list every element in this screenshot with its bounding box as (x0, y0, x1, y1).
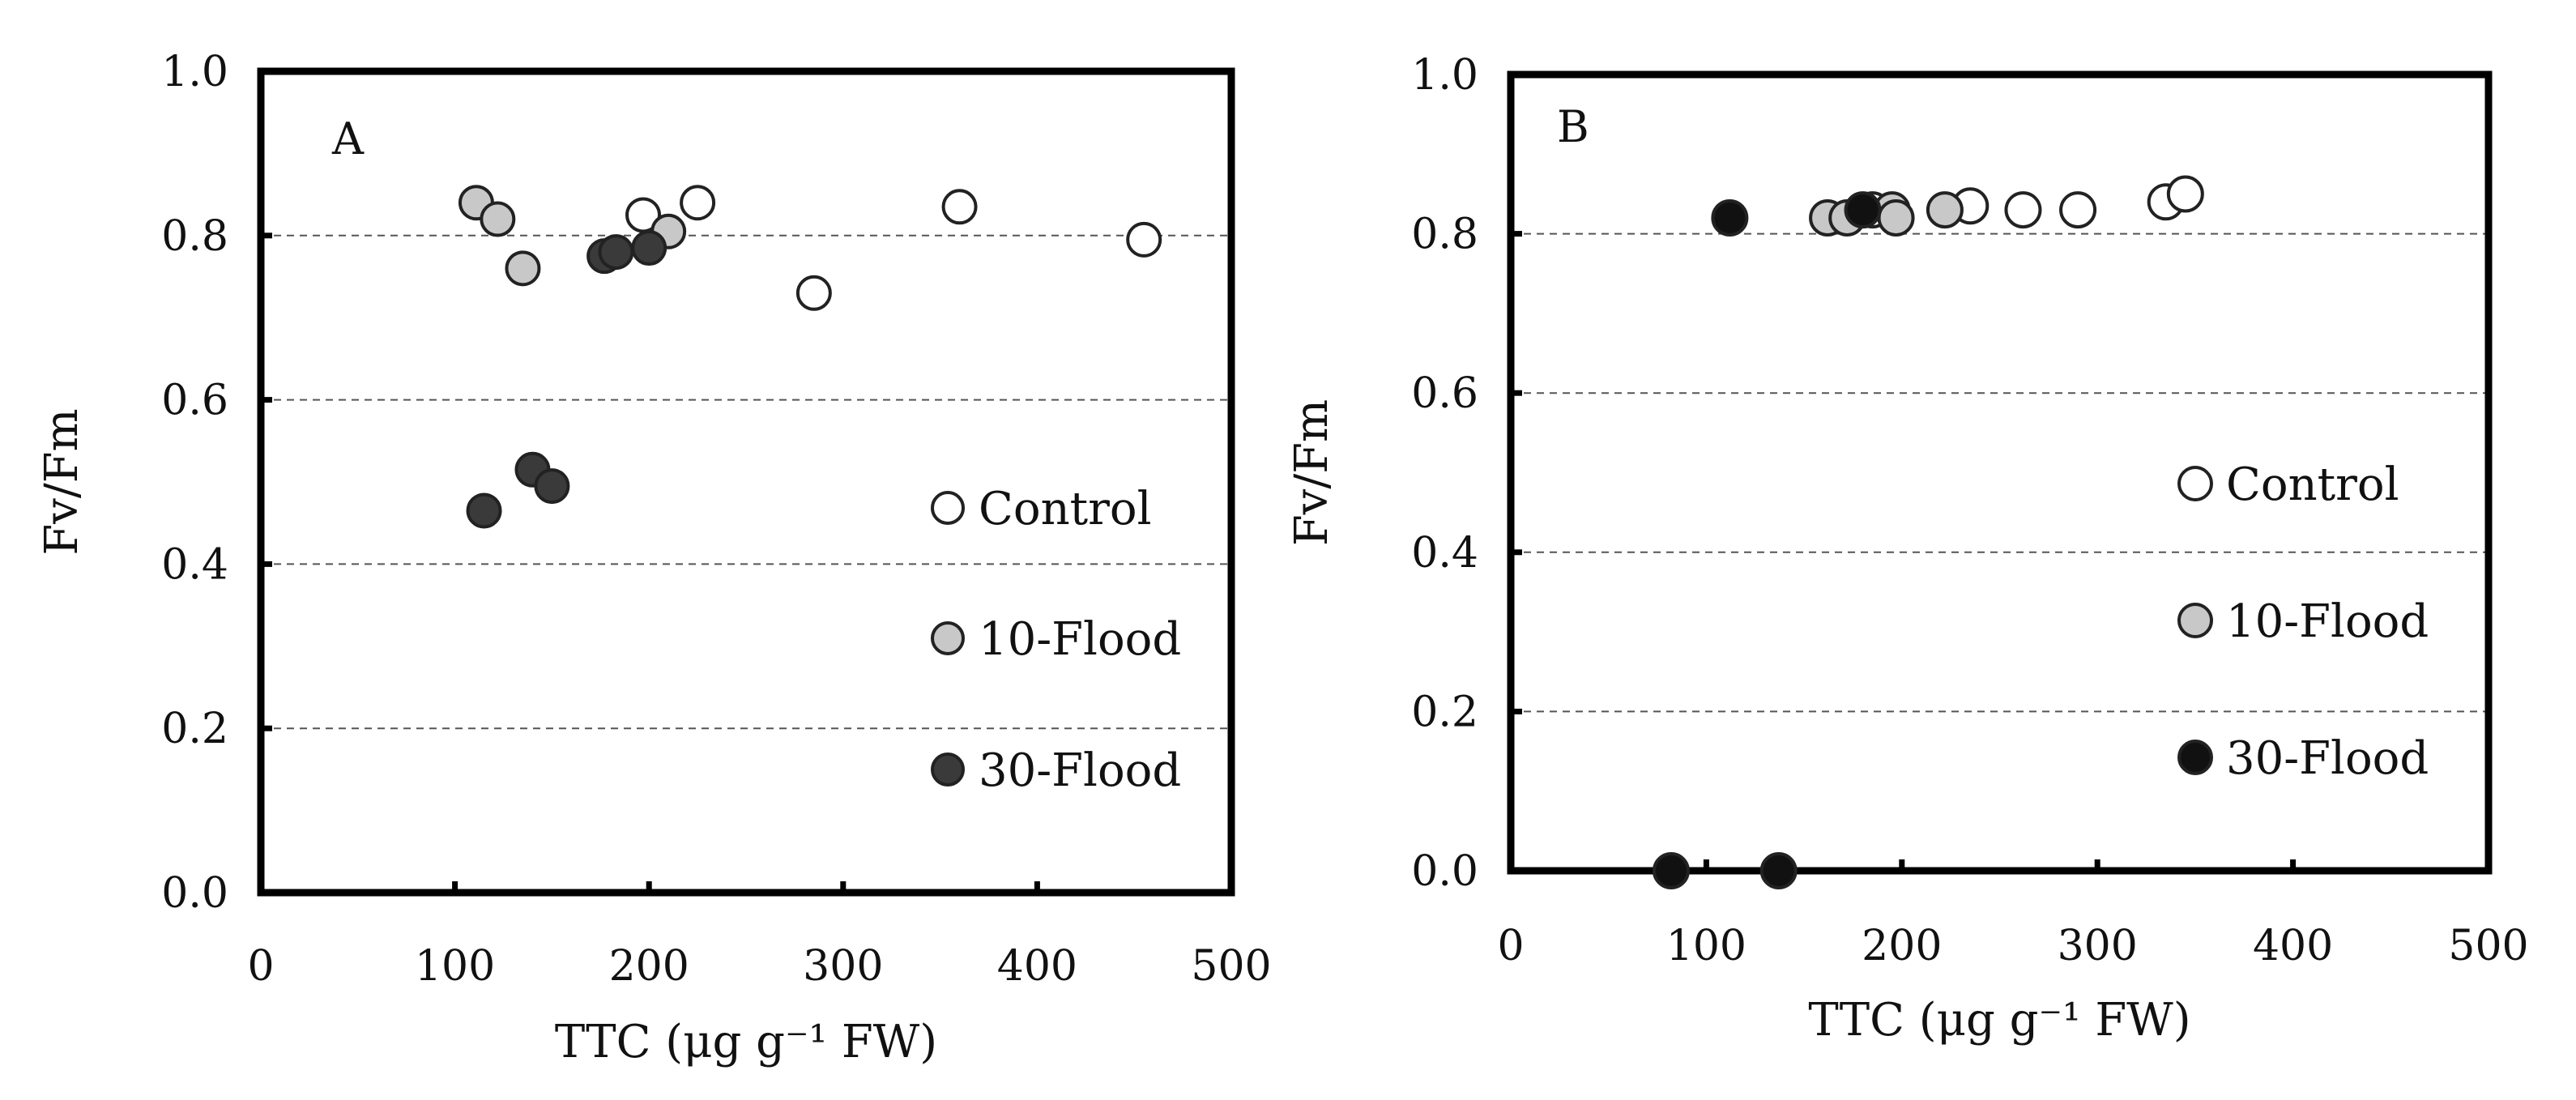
panel-b-legend-marker-30-flood (2177, 740, 2213, 775)
panel-a-point-control (680, 185, 716, 221)
panel-a-y-tick-label: 0.4 (161, 540, 228, 589)
panel-b-y-tick-label: 0.8 (1411, 211, 1478, 259)
panel-a-point-control (795, 275, 832, 311)
panel-b-plot-frame (1507, 70, 2493, 875)
panel-b-y-axis-title: Fv/Fm (1286, 399, 1338, 546)
panel-a-label: A (331, 113, 365, 164)
panel-b-y-tick-label: 1.0 (1411, 51, 1478, 100)
panel-b-legend-marker-10-flood (2177, 603, 2213, 638)
panel-b-y-tick-label: 0.6 (1411, 369, 1478, 418)
panel-a-x-tick-label: 500 (1191, 942, 1271, 991)
panel-a-y-tick-label: 0.0 (161, 869, 228, 918)
panel-a-legend-label-30-flood: 30-Flood (979, 744, 1181, 797)
panel-b-legend-marker-control (2177, 466, 2213, 501)
panel-b-x-tick-label: 500 (2448, 922, 2528, 970)
panel-b-x-axis-title: TTC (μg g⁻¹ FW) (1808, 994, 2190, 1047)
panel-a-legend-marker-control (931, 491, 965, 525)
panel-b-x-tick-label: 100 (1666, 922, 1746, 970)
panel-a-point-control (941, 189, 978, 225)
panel-a-legend-label-control: Control (979, 483, 1152, 535)
panel-b-legend-label-10-flood: 10-Flood (2226, 595, 2429, 648)
panel-a-point-10-flood (480, 201, 516, 237)
panel-b-x-tick-label: 400 (2253, 922, 2333, 970)
panel-b-point-30-flood (1652, 852, 1690, 889)
panel-a-y-tick-label: 0.8 (161, 212, 228, 261)
panel-b-y-tick-label: 0.4 (1411, 529, 1478, 578)
panel-a-point-30-flood (466, 492, 502, 529)
panel-b-point-control (2059, 191, 2097, 229)
panel-b-legend-label-30-flood: 30-Flood (2226, 732, 2429, 785)
panel-a-point-10-flood (505, 250, 541, 287)
panel-a-y-tick-label: 1.0 (161, 48, 228, 96)
panel-a-plot-frame (257, 67, 1235, 897)
panel-a-x-tick-label: 400 (997, 942, 1077, 991)
panel-b-legend-label-control: Control (2226, 458, 2399, 511)
panel-b-x-tick-label: 200 (1862, 922, 1942, 970)
panel-a-x-tick-label: 100 (415, 942, 495, 991)
panel-a-point-30-flood (534, 468, 570, 505)
panel-a-x-tick-label: 0 (247, 942, 274, 991)
panel-b-x-tick-label: 300 (2058, 922, 2138, 970)
panel-a-x-tick-label: 200 (609, 942, 689, 991)
panel-b-x-tick-label: 0 (1497, 922, 1524, 970)
panel-b-y-tick-label: 0.0 (1411, 847, 1478, 896)
panel-a-point-control (1126, 221, 1162, 258)
panel-a-legend-label-10-flood: 10-Flood (979, 613, 1181, 666)
panel-a-point-30-flood (631, 230, 667, 266)
panel-b-point-10-flood (1926, 191, 1964, 229)
panel-a-y-tick-label: 0.6 (161, 377, 228, 425)
panel-b-label: B (1557, 101, 1589, 152)
panel-b-y-tick-label: 0.2 (1411, 688, 1478, 736)
panel-b: 0.0 0.2 0.4 0.6 0.8 1.0 0 100 200 300 400 500 TTC (μ… (1286, 51, 2529, 1047)
panel-a-x-axis-title: TTC (μg g⁻¹ FW) (555, 1016, 937, 1068)
panel-b-point-control (2004, 191, 2042, 229)
panel-a: 0.0 0.2 0.4 0.6 0.8 1.0 0 100 200 300 400 500 TTC (μ… (36, 48, 1272, 1068)
panel-b-point-control (2166, 175, 2204, 213)
panel-b-point-30-flood (1844, 191, 1882, 229)
panel-a-x-tick-label: 300 (803, 942, 883, 991)
panel-b-point-10-flood (1877, 198, 1915, 237)
panel-b-point-30-flood (1711, 198, 1749, 237)
panel-a-legend-marker-10-flood (931, 621, 965, 655)
panel-a-legend-marker-30-flood (931, 753, 965, 787)
panel-a-y-tick-label: 0.2 (161, 705, 228, 753)
panel-b-point-30-flood (1759, 852, 1798, 889)
panel-a-point-30-flood (598, 234, 634, 271)
panel-a-y-axis-title: Fv/Fm (36, 408, 88, 555)
